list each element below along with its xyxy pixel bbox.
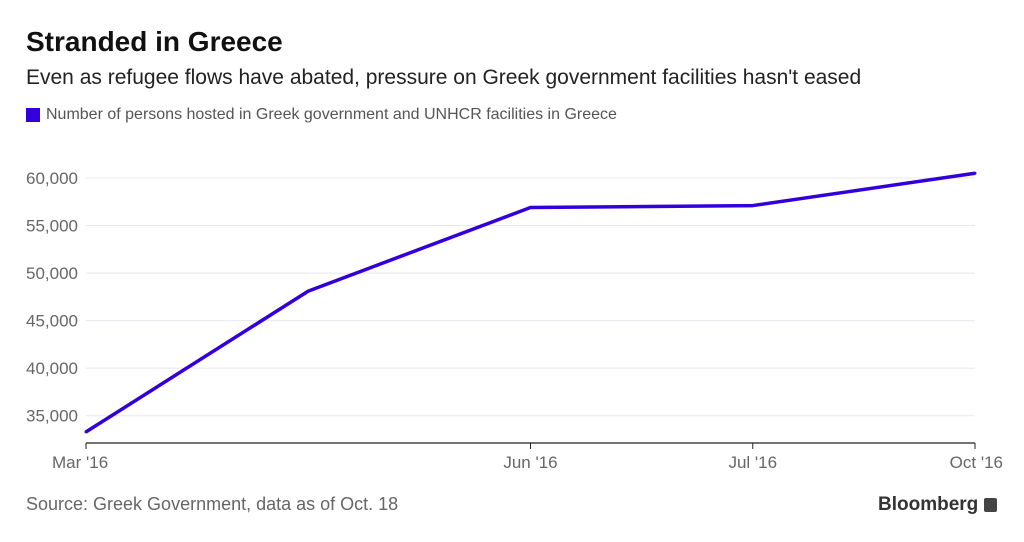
legend: Number of persons hosted in Greek govern… [26,106,617,124]
y-tick-label: 55,000 [26,217,78,236]
data-point [973,171,977,175]
x-tick-label: Oct '16 [950,453,1003,472]
x-tick-label: Jul '16 [728,453,777,472]
x-tick-label: Jun '16 [503,453,557,472]
source-note: Source: Greek Government, data as of Oct… [26,494,399,514]
data-point [306,289,310,293]
y-tick-label: 60,000 [26,169,78,188]
data-point [84,430,88,434]
y-tick-label: 50,000 [26,264,78,283]
y-tick-label: 40,000 [26,359,78,378]
data-point [751,204,755,208]
brand-name: Bloomberg [878,494,979,515]
legend-swatch [26,108,40,122]
bloomberg-logo: Bloomberg [878,494,998,516]
data-point [529,205,532,209]
chart-icon [984,498,998,512]
legend-label: Number of persons hosted in Greek govern… [46,106,617,123]
chart-title: Stranded in Greece [26,26,283,57]
chart-subtitle: Even as refugee flows have abated, press… [26,66,862,89]
y-tick-label: 35,000 [26,407,78,426]
x-tick-label: Mar '16 [52,453,108,472]
series-line [85,171,976,434]
y-tick-label: 45,000 [26,312,78,331]
